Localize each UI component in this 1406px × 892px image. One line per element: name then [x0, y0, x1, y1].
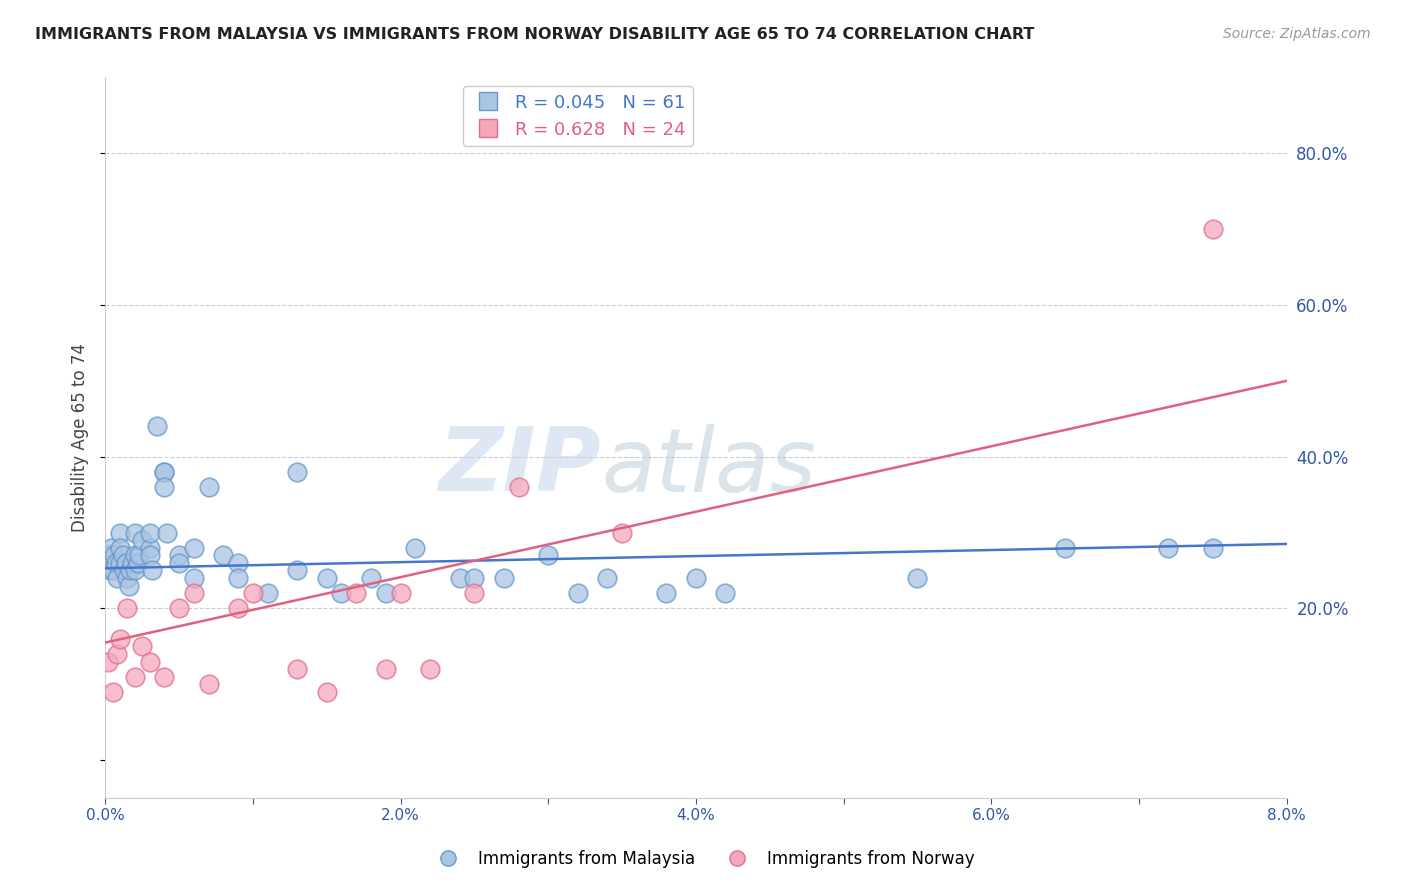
- Point: [115, 556, 138, 570]
- Point: [905, 571, 928, 585]
- Point: [685, 571, 707, 585]
- Point: [567, 586, 589, 600]
- Point: [124, 564, 146, 578]
- Point: [419, 662, 441, 676]
- Point: [108, 632, 131, 646]
- Point: [167, 556, 190, 570]
- Point: [105, 647, 128, 661]
- Point: [596, 571, 619, 585]
- Point: [100, 541, 122, 555]
- Point: [508, 480, 530, 494]
- Text: Source: ZipAtlas.com: Source: ZipAtlas.com: [1223, 27, 1371, 41]
- Point: [117, 571, 139, 585]
- Point: [212, 549, 235, 563]
- Point: [714, 586, 737, 600]
- Text: ZIP: ZIP: [439, 423, 602, 510]
- Point: [226, 601, 249, 615]
- Point: [111, 549, 134, 563]
- Point: [315, 571, 337, 585]
- Point: [124, 549, 146, 563]
- Point: [138, 541, 160, 555]
- Point: [1157, 541, 1180, 555]
- Point: [121, 556, 143, 570]
- Point: [153, 465, 176, 479]
- Text: atlas: atlas: [602, 424, 817, 509]
- Point: [463, 586, 485, 600]
- Point: [183, 586, 205, 600]
- Point: [285, 662, 308, 676]
- Point: [226, 556, 249, 570]
- Text: IMMIGRANTS FROM MALAYSIA VS IMMIGRANTS FROM NORWAY DISABILITY AGE 65 TO 74 CORRE: IMMIGRANTS FROM MALAYSIA VS IMMIGRANTS F…: [35, 27, 1035, 42]
- Point: [153, 465, 176, 479]
- Point: [117, 601, 139, 615]
- Point: [124, 670, 146, 684]
- Point: [537, 549, 560, 563]
- Point: [146, 419, 169, 434]
- Point: [138, 525, 160, 540]
- Point: [167, 549, 190, 563]
- Point: [120, 564, 142, 578]
- Point: [128, 549, 150, 563]
- Point: [108, 541, 131, 555]
- Point: [183, 541, 205, 555]
- Point: [101, 564, 124, 578]
- Point: [404, 541, 426, 555]
- Point: [167, 601, 190, 615]
- Point: [108, 525, 131, 540]
- Point: [197, 480, 219, 494]
- Point: [118, 579, 141, 593]
- Point: [183, 571, 205, 585]
- Point: [610, 525, 633, 540]
- Point: [1202, 222, 1225, 236]
- Y-axis label: Disability Age 65 to 74: Disability Age 65 to 74: [72, 343, 89, 533]
- Point: [1202, 541, 1225, 555]
- Point: [131, 533, 153, 548]
- Point: [449, 571, 471, 585]
- Point: [101, 685, 124, 699]
- Point: [153, 480, 176, 494]
- Legend: Immigrants from Malaysia, Immigrants from Norway: Immigrants from Malaysia, Immigrants fro…: [425, 844, 981, 875]
- Point: [242, 586, 264, 600]
- Point: [315, 685, 337, 699]
- Point: [103, 549, 125, 563]
- Point: [97, 549, 120, 563]
- Point: [389, 586, 412, 600]
- Point: [655, 586, 678, 600]
- Point: [492, 571, 515, 585]
- Point: [153, 670, 176, 684]
- Point: [285, 564, 308, 578]
- Point: [360, 571, 382, 585]
- Point: [197, 677, 219, 691]
- Point: [112, 564, 135, 578]
- Point: [156, 525, 179, 540]
- Point: [124, 525, 146, 540]
- Point: [138, 549, 160, 563]
- Point: [127, 556, 149, 570]
- Point: [141, 564, 163, 578]
- Point: [97, 655, 120, 669]
- Point: [256, 586, 278, 600]
- Point: [344, 586, 367, 600]
- Point: [330, 586, 353, 600]
- Point: [1054, 541, 1077, 555]
- Point: [226, 571, 249, 585]
- Point: [138, 655, 160, 669]
- Point: [463, 571, 485, 585]
- Point: [285, 465, 308, 479]
- Point: [105, 571, 128, 585]
- Point: [374, 662, 396, 676]
- Point: [98, 564, 121, 578]
- Legend: R = 0.045   N = 61, R = 0.628   N = 24: R = 0.045 N = 61, R = 0.628 N = 24: [463, 87, 693, 146]
- Point: [131, 640, 153, 654]
- Point: [108, 556, 131, 570]
- Point: [104, 556, 127, 570]
- Point: [374, 586, 396, 600]
